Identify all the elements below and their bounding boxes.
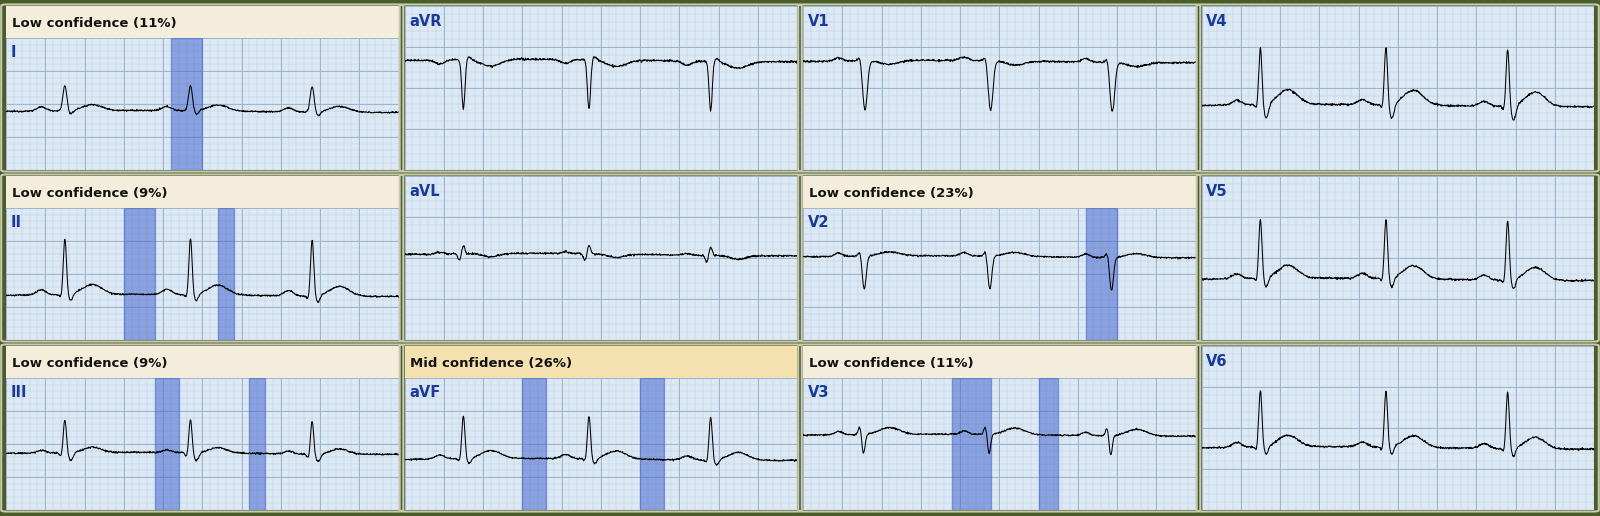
Text: II: II <box>11 215 22 230</box>
Bar <box>171 38 202 170</box>
Text: V4: V4 <box>1206 14 1227 29</box>
Text: Low confidence (11%): Low confidence (11%) <box>11 17 176 30</box>
Text: V3: V3 <box>808 384 829 399</box>
Text: Mid confidence (26%): Mid confidence (26%) <box>410 357 573 370</box>
Bar <box>1038 378 1058 510</box>
Text: I: I <box>11 44 16 59</box>
Text: Low confidence (9%): Low confidence (9%) <box>11 357 168 370</box>
Text: Low confidence (23%): Low confidence (23%) <box>810 187 974 200</box>
Bar <box>250 378 266 510</box>
Text: III: III <box>11 384 27 399</box>
Bar <box>952 378 992 510</box>
Text: V2: V2 <box>808 215 829 230</box>
Text: V6: V6 <box>1206 354 1227 369</box>
Bar <box>522 378 546 510</box>
Text: Low confidence (11%): Low confidence (11%) <box>810 357 973 370</box>
Text: aVF: aVF <box>410 384 440 399</box>
Bar <box>155 378 179 510</box>
Text: Low confidence (9%): Low confidence (9%) <box>11 187 168 200</box>
Bar <box>123 208 155 340</box>
Bar <box>1086 208 1117 340</box>
Text: V5: V5 <box>1206 184 1227 199</box>
Bar <box>640 378 664 510</box>
Bar <box>218 208 234 340</box>
Text: aVL: aVL <box>410 184 440 199</box>
Text: V1: V1 <box>808 14 829 29</box>
Text: aVR: aVR <box>410 14 442 29</box>
